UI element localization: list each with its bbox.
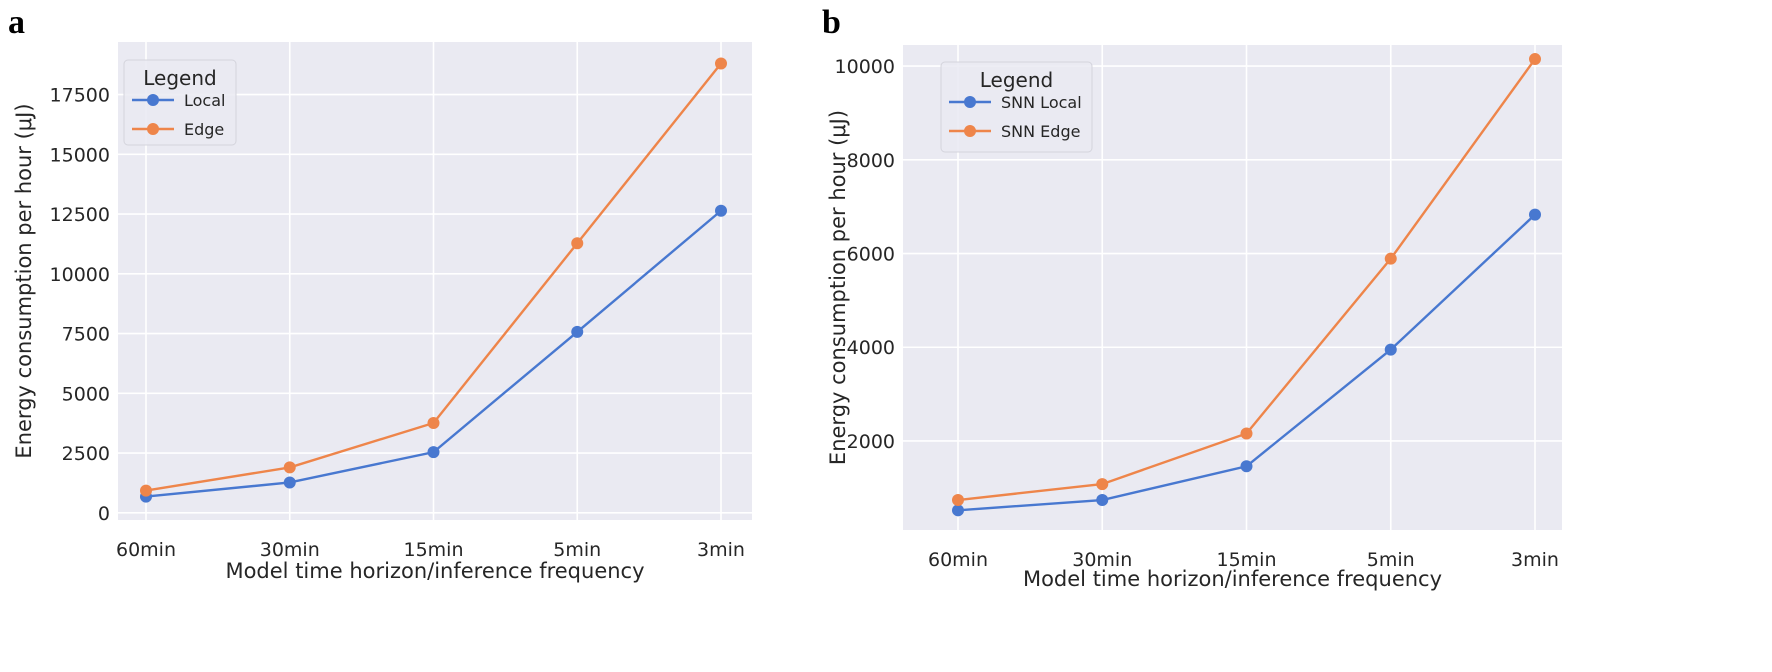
data-point [283, 476, 296, 489]
y-tick-label: 6000 [847, 244, 895, 266]
series-snn-local [952, 208, 1541, 517]
data-point [140, 484, 152, 497]
data-point [1096, 478, 1109, 491]
y-tick-label: 5000 [62, 383, 110, 405]
y-tick-label: 10000 [50, 264, 110, 286]
x-tick-label: 15min [1216, 549, 1276, 571]
series-snn-edge [952, 53, 1541, 507]
y-tick-label: 2500 [62, 443, 110, 465]
series-local [140, 204, 727, 503]
x-tick-label: 60min [116, 539, 176, 561]
x-tick-label: 30min [260, 539, 320, 561]
y-axis-label: Energy consumption per hour (μJ) [826, 110, 850, 465]
legend-entry: SNN Edge [1001, 122, 1080, 141]
data-point [952, 504, 964, 517]
data-point [1529, 53, 1541, 66]
data-point [1240, 427, 1253, 440]
y-tick-label: 10000 [835, 56, 895, 78]
x-tick-label: 30min [1072, 549, 1132, 571]
data-point [715, 204, 727, 217]
y-tick-label: 4000 [847, 337, 895, 359]
data-point [1529, 208, 1541, 221]
data-point [1384, 252, 1397, 265]
x-tick-label: 3min [1511, 549, 1559, 571]
y-tick-label: 12500 [50, 204, 110, 226]
data-point [427, 416, 440, 429]
y-tick-label: 8000 [847, 150, 895, 172]
y-tick-label: 7500 [62, 324, 110, 346]
legend-entry: Edge [184, 120, 224, 139]
y-axis-label: Energy consumption per hour (μJ) [12, 103, 36, 458]
data-point [283, 461, 296, 474]
data-point [1240, 460, 1253, 473]
data-point [1096, 494, 1109, 507]
y-tick-label: 0 [98, 503, 110, 525]
panel-label-a: a [8, 4, 25, 41]
x-tick-label: 5min [1367, 549, 1415, 571]
chart-panel-a: 0 2500 5000 7500 10000 12500 15000 17500 60min 30… [12, 42, 752, 583]
y-tick-label: 2000 [847, 431, 895, 453]
x-tick-label: 3min [697, 539, 745, 561]
legend-box [940, 61, 1093, 153]
legend-entry: Local [184, 91, 225, 110]
legend-marker [964, 125, 976, 137]
y-tick-label: 15000 [50, 144, 110, 166]
data-point [952, 494, 964, 507]
x-tick-label: 5min [553, 539, 601, 561]
chart-panel-b: 2000 4000 6000 8000 10000 60min 30min 15min 5min… [826, 45, 1562, 591]
y-tick-label: 17500 [50, 85, 110, 107]
x-axis-label: Model time horizon/inference frequency [1023, 567, 1442, 591]
legend-title: Legend [980, 68, 1053, 92]
legend-title: Legend [143, 66, 216, 90]
data-point [427, 446, 440, 459]
data-point [571, 325, 584, 338]
x-tick-label: 15min [403, 539, 463, 561]
data-point [571, 237, 584, 250]
x-tick-label: 60min [928, 549, 988, 571]
legend-marker [147, 123, 159, 135]
panel-label-b: b [822, 4, 841, 41]
legend-marker [964, 96, 976, 108]
data-point [1384, 343, 1397, 356]
legend-marker [147, 94, 159, 106]
series-edge [140, 57, 727, 497]
legend-entry: SNN Local [1001, 93, 1082, 112]
x-axis-label: Model time horizon/inference frequency [225, 559, 644, 583]
data-point [715, 57, 727, 70]
